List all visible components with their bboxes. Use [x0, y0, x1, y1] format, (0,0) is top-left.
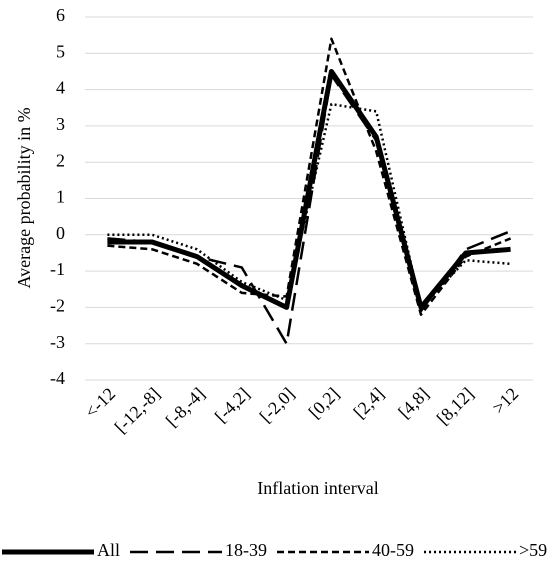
series-line — [107, 68, 511, 310]
y-tick-label: -4 — [50, 368, 65, 388]
y-tick-label: -1 — [50, 259, 65, 279]
y-tick-label: 6 — [56, 5, 65, 25]
x-tick-label: [0,2] — [305, 384, 344, 423]
series-line — [107, 37, 512, 316]
series-line — [107, 73, 512, 345]
x-axis-title: Inflation interval — [257, 478, 378, 498]
x-tick-label: [2,4] — [349, 384, 388, 423]
x-tick-label: [-4,2] — [211, 384, 254, 427]
x-tick-label: [-8,-4] — [162, 384, 209, 431]
y-tick-label: 3 — [56, 114, 65, 134]
x-tick-label: [-12,-8] — [111, 384, 164, 437]
x-tick-label: [-2,0] — [256, 384, 299, 427]
legend-label: 40-59 — [372, 540, 414, 560]
y-tick-label: 5 — [56, 41, 65, 61]
x-tick-label: [4,8] — [394, 384, 433, 423]
x-tick-label: >12 — [488, 384, 522, 418]
series-line — [107, 102, 511, 309]
y-axis-title: Average probability in % — [14, 107, 34, 288]
legend-label: 18-39 — [225, 540, 267, 560]
x-tick-label: [8,12] — [433, 384, 478, 429]
y-tick-label: 0 — [56, 223, 65, 243]
y-tick-label: 1 — [56, 187, 65, 207]
y-tick-label: -2 — [50, 296, 65, 316]
legend-label: All — [97, 540, 120, 560]
y-tick-label: 2 — [56, 150, 65, 170]
x-tick-label: <-12 — [81, 384, 119, 422]
y-tick-label: 4 — [56, 78, 65, 98]
legend-label: >59 — [519, 540, 547, 560]
y-tick-label: -3 — [50, 332, 65, 352]
